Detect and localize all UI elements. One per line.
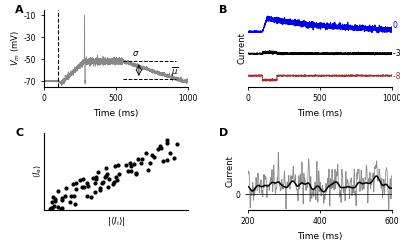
Point <box>93 177 99 181</box>
Point <box>51 204 57 208</box>
Text: B: B <box>220 5 228 15</box>
Point <box>149 153 156 157</box>
Point <box>48 206 54 210</box>
Y-axis label: $V_m$ (mV): $V_m$ (mV) <box>10 30 22 66</box>
Point <box>55 205 62 209</box>
Point <box>139 157 145 161</box>
Point <box>97 186 104 190</box>
Point <box>97 188 103 192</box>
Point <box>167 151 173 155</box>
X-axis label: $|\langle I_\mathrm{i}\rangle|$: $|\langle I_\mathrm{i}\rangle|$ <box>107 215 125 228</box>
Text: $\sigma$: $\sigma$ <box>132 49 139 58</box>
Point <box>63 186 70 190</box>
Text: -30 mV: -30 mV <box>394 48 400 58</box>
Point <box>52 199 58 203</box>
Point <box>84 184 91 188</box>
Point <box>123 164 129 167</box>
Point <box>55 189 61 193</box>
Point <box>80 177 86 181</box>
Point <box>102 175 108 179</box>
Point <box>90 176 96 180</box>
Point <box>79 185 85 189</box>
Point <box>92 181 98 185</box>
Point <box>50 195 56 199</box>
Y-axis label: Current: Current <box>225 155 234 187</box>
Text: 0 mV: 0 mV <box>394 20 400 30</box>
Text: D: D <box>220 128 229 138</box>
Point <box>58 207 64 211</box>
Point <box>125 169 132 173</box>
Point <box>128 164 134 168</box>
Point <box>59 198 65 202</box>
Point <box>66 200 73 204</box>
Point <box>49 200 55 204</box>
Point <box>46 207 53 211</box>
Point <box>48 206 55 210</box>
Point <box>102 166 109 169</box>
Point <box>59 197 66 201</box>
Text: -80 mV: -80 mV <box>394 72 400 81</box>
Point <box>127 169 134 173</box>
Point <box>106 177 112 181</box>
Point <box>71 194 77 198</box>
Point <box>84 194 90 198</box>
Point <box>84 181 90 185</box>
Point <box>133 172 140 175</box>
Point <box>144 168 151 172</box>
Point <box>171 156 177 160</box>
Point <box>138 161 144 165</box>
Point <box>104 172 110 176</box>
Point <box>133 171 140 174</box>
Point <box>72 202 78 206</box>
Y-axis label: $\langle I_\mathrm{e}\rangle$: $\langle I_\mathrm{e}\rangle$ <box>31 164 43 178</box>
Point <box>80 185 87 188</box>
Point <box>68 194 74 198</box>
Point <box>70 182 76 186</box>
Point <box>135 157 141 161</box>
Point <box>92 190 98 194</box>
Point <box>143 151 150 155</box>
Point <box>100 180 106 184</box>
Point <box>99 181 106 185</box>
Y-axis label: Current: Current <box>238 32 247 64</box>
Point <box>163 139 170 142</box>
Point <box>158 146 164 150</box>
X-axis label: Time (ms): Time (ms) <box>298 232 343 241</box>
Point <box>160 160 166 163</box>
Point <box>109 182 116 186</box>
Point <box>95 170 102 174</box>
Point <box>113 175 120 179</box>
Point <box>127 161 134 165</box>
Point <box>103 174 110 178</box>
Point <box>111 180 117 183</box>
Point <box>174 142 180 146</box>
Point <box>112 165 118 168</box>
Point <box>73 181 80 185</box>
Point <box>77 178 84 181</box>
Point <box>154 147 161 150</box>
Point <box>116 172 122 175</box>
Point <box>73 187 80 191</box>
Point <box>157 145 163 148</box>
X-axis label: Time (ms): Time (ms) <box>298 109 343 118</box>
Point <box>163 141 170 145</box>
Point <box>52 197 58 201</box>
Point <box>114 178 121 181</box>
X-axis label: Time (ms): Time (ms) <box>93 109 138 118</box>
Text: $\overline{\mu}$: $\overline{\mu}$ <box>170 65 178 79</box>
Point <box>131 162 137 166</box>
Text: A: A <box>15 5 24 15</box>
Point <box>164 158 170 162</box>
Point <box>147 161 154 165</box>
Point <box>151 155 158 159</box>
Text: C: C <box>15 128 23 138</box>
Point <box>93 175 99 179</box>
Point <box>114 163 121 167</box>
Point <box>105 185 111 189</box>
Point <box>87 195 94 199</box>
Point <box>58 207 65 210</box>
Point <box>62 194 68 197</box>
